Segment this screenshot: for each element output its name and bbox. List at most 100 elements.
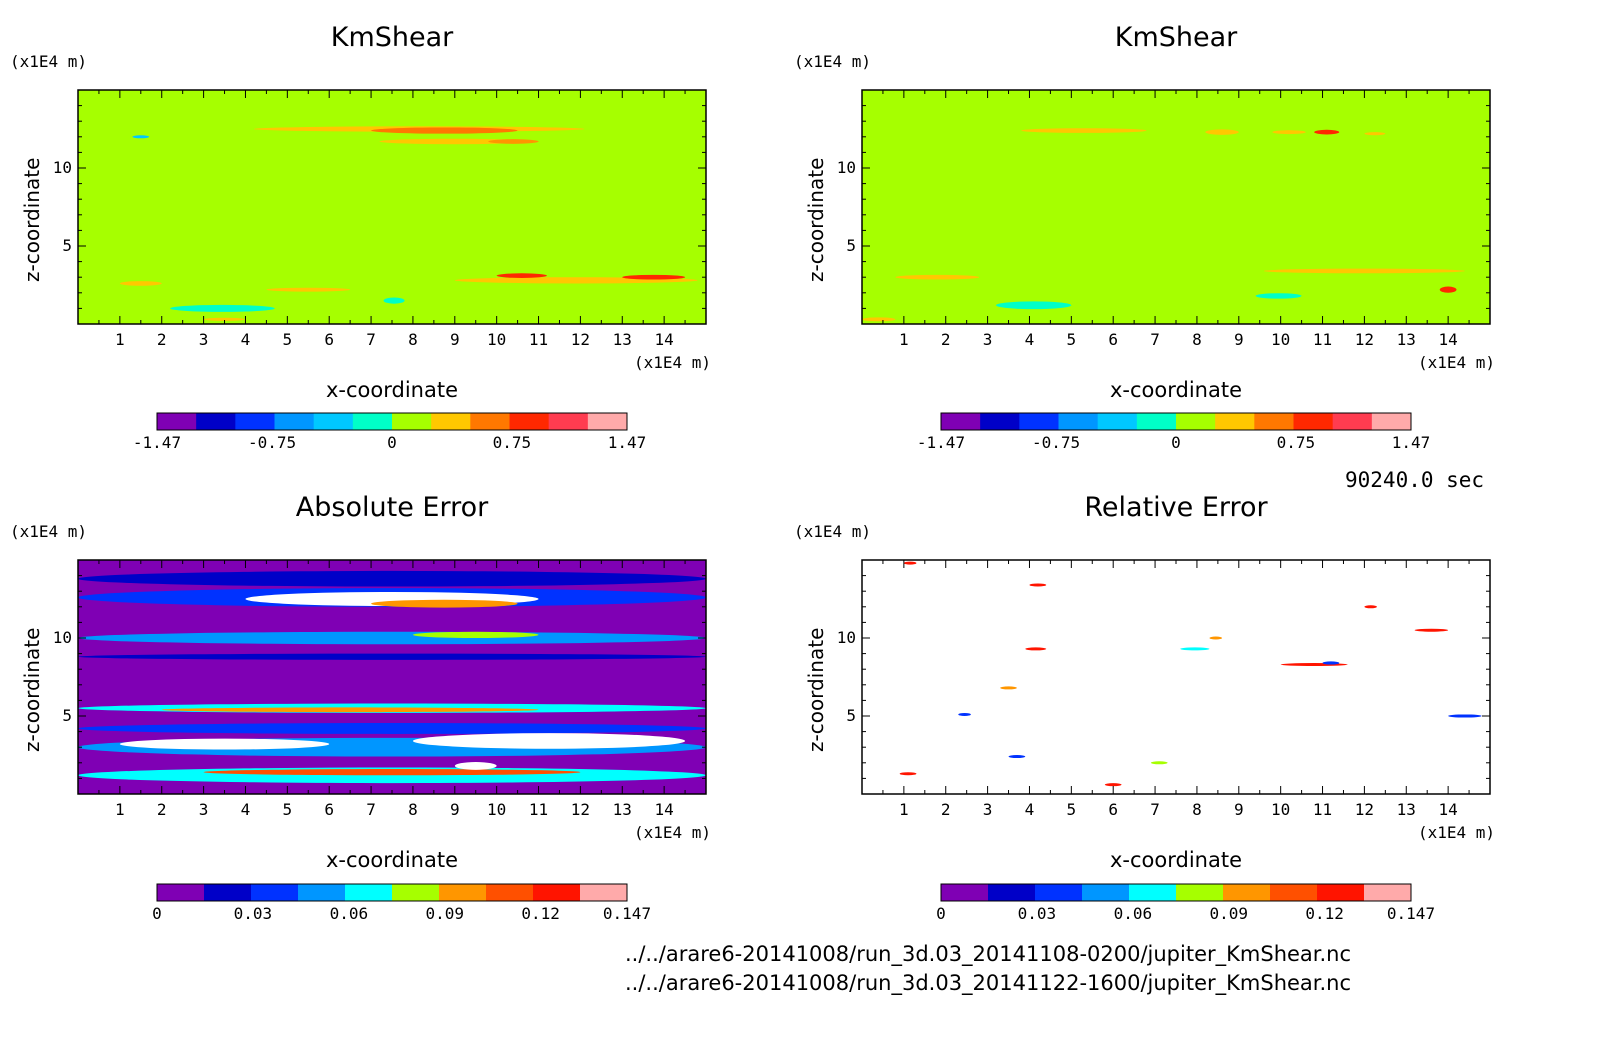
- x-tick-label: 3: [982, 800, 993, 819]
- colorbar-frame: [940, 412, 1412, 431]
- y-unit-label: (x1E4 m): [794, 52, 872, 71]
- colorbar-label: 0.03: [1017, 904, 1057, 923]
- colorbar-label: 0: [387, 433, 397, 452]
- colorbar: [940, 883, 1412, 902]
- contour-region: [379, 138, 531, 145]
- field-background: [862, 90, 1490, 324]
- colorbar-label: 0.09: [1209, 904, 1249, 923]
- x-tick-label: 6: [1108, 330, 1118, 349]
- contour-region: [1000, 686, 1017, 690]
- colorbar-label: -1.47: [916, 433, 966, 452]
- colorbar-swatch: [392, 884, 440, 901]
- x-tick-label: 8: [1192, 800, 1202, 819]
- y-unit-label: (x1E4 m): [10, 522, 88, 541]
- time-label: 90240.0 sec: [1345, 468, 1485, 492]
- x-unit-label: (x1E4 m): [1418, 823, 1496, 842]
- x-tick-label: 11: [528, 330, 549, 349]
- contour-region: [161, 707, 539, 713]
- colorbar-label: 0: [936, 904, 946, 923]
- colorbar-label: 0.06: [1113, 904, 1153, 923]
- x-axis-label: x-coordinate: [1109, 378, 1242, 402]
- x-tick-label: 3: [198, 330, 209, 349]
- y-tick-label: 10: [836, 628, 856, 647]
- field-background: [78, 90, 706, 324]
- colorbar-frame: [940, 883, 1412, 902]
- panel-title: KmShear: [1114, 22, 1238, 53]
- colorbar-label: -1.47: [132, 433, 182, 452]
- y-axis-label: z-coordinate: [804, 157, 828, 282]
- colorbar-label: 0.75: [492, 433, 532, 452]
- panel-title: KmShear: [330, 22, 454, 53]
- colorbar-label: 0: [152, 904, 162, 923]
- contour-region: [1104, 783, 1122, 787]
- y-tick-label: 10: [52, 158, 72, 177]
- colorbar-swatch: [1136, 413, 1177, 430]
- x-tick-label: 1: [115, 330, 125, 349]
- field-fill: [862, 560, 1490, 794]
- y-axis-label: z-coordinate: [20, 157, 44, 282]
- contour-region: [1008, 755, 1026, 759]
- colorbar-swatch: [980, 413, 1020, 430]
- colorbar-swatch: [1270, 884, 1318, 901]
- contour-region: [995, 301, 1072, 310]
- x-tick-label: 9: [1233, 800, 1244, 819]
- colorbar-swatch: [509, 413, 550, 430]
- colorbar-label: 0.12: [1305, 904, 1344, 923]
- y-tick-label: 10: [836, 158, 856, 177]
- colorbar-label: 0.75: [1276, 433, 1316, 452]
- x-tick-label: 1: [899, 330, 909, 349]
- contour-region: [1209, 636, 1223, 640]
- x-tick-label: 5: [1066, 800, 1077, 819]
- x-tick-label: 6: [1108, 800, 1118, 819]
- contour-region: [1322, 661, 1340, 665]
- x-tick-label: 8: [1192, 330, 1202, 349]
- x-tick-label: 7: [1150, 800, 1160, 819]
- colorbar-swatch: [587, 413, 628, 430]
- contour-region: [895, 274, 980, 280]
- x-tick-label: 13: [1396, 800, 1416, 819]
- contour-region: [488, 139, 539, 144]
- x-unit-label: (x1E4 m): [1418, 353, 1496, 372]
- x-tick-label: 2: [940, 330, 951, 349]
- x-tick-label: 14: [1438, 800, 1458, 819]
- contour-region: [1150, 761, 1168, 765]
- colorbar-swatch: [580, 884, 628, 901]
- colorbar-swatch: [1332, 413, 1373, 430]
- contour-region: [78, 723, 706, 734]
- colorbar-swatch: [548, 413, 589, 430]
- x-tick-label: 12: [1354, 800, 1375, 819]
- contour-region: [383, 297, 405, 304]
- x-unit-label: (x1E4 m): [634, 353, 712, 372]
- panel-3: [77, 559, 707, 902]
- contour-region: [78, 570, 706, 587]
- contour-region: [1180, 647, 1210, 651]
- x-tick-label: 10: [487, 800, 507, 819]
- colorbar-label: 1.47: [607, 433, 647, 452]
- contour-region: [899, 772, 917, 776]
- x-tick-label: 11: [528, 800, 549, 819]
- contour-region: [1448, 714, 1482, 718]
- contour-region: [371, 127, 518, 134]
- colorbar-swatch: [941, 413, 981, 430]
- colorbar-swatch: [1097, 413, 1138, 430]
- y-axis-label: z-coordinate: [20, 627, 44, 752]
- y-tick-label: 5: [846, 706, 856, 725]
- x-unit-label: (x1E4 m): [634, 823, 712, 842]
- colorbar-label: 0.147: [1386, 904, 1436, 923]
- colorbar-swatch: [470, 413, 510, 430]
- x-tick-label: 7: [1150, 330, 1160, 349]
- contour-region: [622, 274, 686, 280]
- x-tick-label: 13: [612, 800, 632, 819]
- x-tick-label: 1: [899, 800, 909, 819]
- x-tick-label: 14: [654, 800, 674, 819]
- colorbar-swatch: [1317, 884, 1365, 901]
- x-tick-label: 3: [198, 800, 209, 819]
- x-axis-label: x-coordinate: [325, 848, 458, 872]
- colorbar-swatch: [274, 413, 315, 430]
- colorbar-swatch: [1019, 413, 1059, 430]
- y-tick-label: 5: [846, 236, 856, 255]
- colorbar-label: 0.09: [425, 904, 465, 923]
- x-tick-label: 8: [408, 800, 418, 819]
